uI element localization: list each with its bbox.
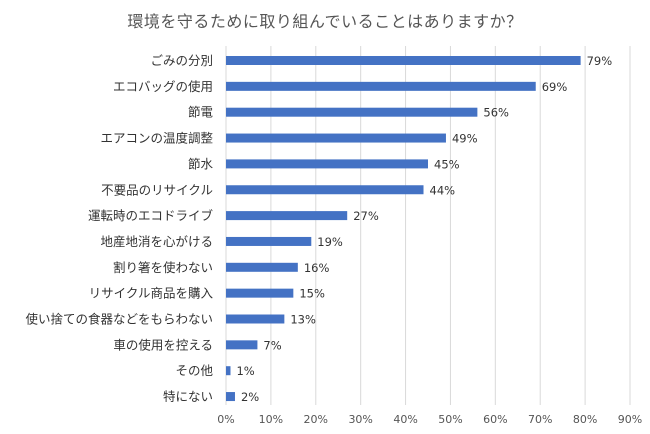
value-label: 19%: [317, 235, 343, 249]
value-label: 27%: [353, 209, 379, 223]
bar: [226, 366, 231, 376]
value-label: 16%: [304, 261, 330, 275]
bar: [226, 392, 235, 402]
x-tick-label: 70%: [528, 413, 552, 426]
value-label: 2%: [241, 390, 259, 404]
x-tick-label: 10%: [259, 413, 283, 426]
bar: [226, 340, 258, 350]
value-label: 44%: [430, 183, 456, 197]
x-tick-label: 50%: [438, 413, 462, 426]
x-tick-label: 80%: [573, 413, 597, 426]
value-label: 45%: [434, 157, 460, 171]
category-label: ごみの分別: [150, 53, 213, 68]
value-label: 13%: [290, 313, 316, 327]
bar: [226, 288, 294, 298]
bar: [226, 159, 428, 169]
category-label: 割り箸を使わない: [113, 260, 213, 275]
value-label: 79%: [587, 54, 613, 68]
x-tick-label: 40%: [393, 413, 417, 426]
category-label: 特にない: [163, 389, 213, 404]
x-tick-label: 90%: [618, 413, 642, 426]
category-label: 車の使用を控える: [113, 337, 213, 352]
category-label: エコバッグの使用: [113, 79, 213, 94]
value-label: 1%: [236, 364, 254, 378]
x-tick-label: 20%: [304, 413, 328, 426]
value-label: 56%: [483, 106, 509, 120]
bar: [226, 107, 478, 117]
bar: [226, 133, 446, 143]
category-label: エアコンの温度調整: [100, 131, 213, 146]
category-labels: ごみの分別エコバッグの使用節電エアコンの温度調整節水不要品のリサイクル運転時のエ…: [25, 53, 213, 404]
bar: [226, 314, 285, 324]
bar: [226, 262, 298, 272]
category-label: 地産地消を心がける: [100, 234, 213, 249]
bar: [226, 211, 348, 221]
value-label: 69%: [542, 80, 568, 94]
value-labels: 79% 69% 56% 49% 45% 44% 27% 19% 16% 15% 13% 7% 1% 2%: [236, 54, 612, 404]
bar: [226, 56, 581, 65]
value-label: 7%: [263, 338, 281, 352]
bar: [226, 81, 536, 91]
category-label: リサイクル商品を購入: [89, 286, 214, 301]
x-tick-labels: 0% 10% 20% 30% 40% 50% 60% 70% 80% 90%: [217, 413, 642, 426]
bars: [226, 56, 581, 402]
value-label: 49%: [452, 132, 478, 146]
x-tick-label: 0%: [217, 413, 234, 426]
value-label: 15%: [299, 287, 325, 301]
bar: [226, 185, 424, 195]
category-label: 使い捨ての食器などをもらわない: [25, 312, 213, 327]
category-label: 節電: [188, 105, 214, 120]
x-tick-label: 60%: [483, 413, 507, 426]
bar: [226, 236, 312, 246]
category-label: その他: [175, 363, 213, 378]
gridlines: [225, 46, 631, 405]
category-label: 運転時のエコドライブ: [88, 208, 214, 223]
x-tick-label: 30%: [348, 413, 372, 426]
category-label: 節水: [188, 156, 214, 171]
category-label: 不要品のリサイクル: [101, 182, 213, 197]
chart-title: 環境を守るために取り組んでいることはありますか？: [127, 12, 523, 31]
